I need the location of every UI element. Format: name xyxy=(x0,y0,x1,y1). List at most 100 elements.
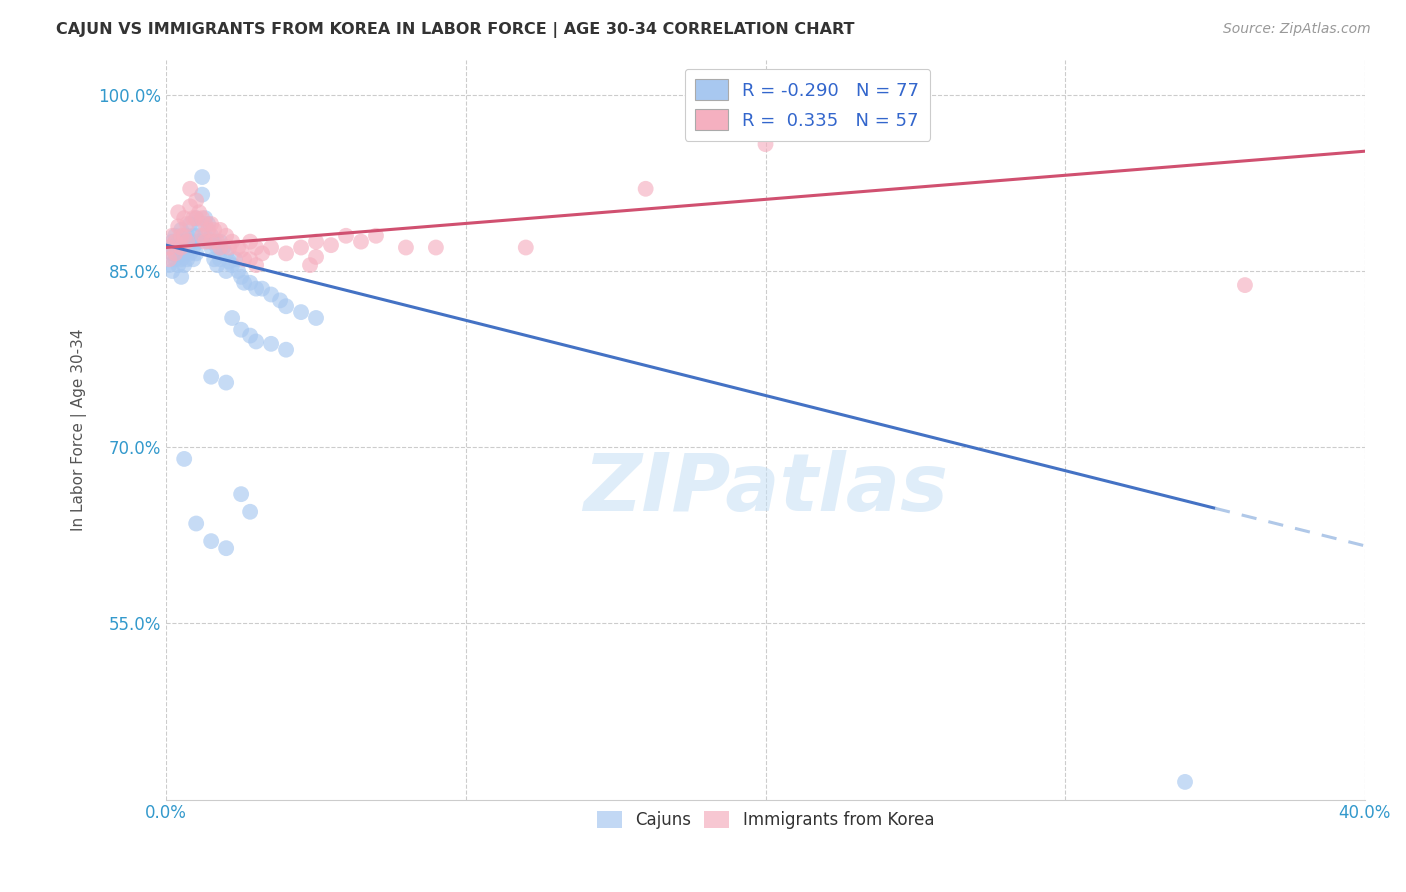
Point xyxy=(260,287,283,301)
Point xyxy=(197,217,219,231)
Point xyxy=(229,323,252,337)
Point xyxy=(245,258,267,272)
Point xyxy=(173,246,195,260)
Point xyxy=(167,246,190,260)
Point xyxy=(205,235,228,249)
Point xyxy=(305,310,328,325)
Point xyxy=(160,264,183,278)
Point xyxy=(176,217,198,231)
Point xyxy=(179,199,201,213)
Point xyxy=(274,343,297,357)
Point xyxy=(173,258,195,272)
Point xyxy=(364,228,387,243)
Point xyxy=(215,376,238,390)
Point xyxy=(1233,278,1256,293)
Point xyxy=(167,205,190,219)
Point xyxy=(274,246,297,260)
Point xyxy=(186,194,208,208)
Point xyxy=(229,487,252,501)
Point xyxy=(224,252,246,267)
Point xyxy=(233,276,256,290)
Point xyxy=(194,217,217,231)
Point xyxy=(191,211,214,226)
Text: CAJUN VS IMMIGRANTS FROM KOREA IN LABOR FORCE | AGE 30-34 CORRELATION CHART: CAJUN VS IMMIGRANTS FROM KOREA IN LABOR … xyxy=(56,22,855,38)
Point xyxy=(186,516,208,531)
Point xyxy=(157,258,180,272)
Point xyxy=(181,228,204,243)
Point xyxy=(186,211,208,226)
Point xyxy=(226,264,249,278)
Point xyxy=(212,240,235,254)
Point xyxy=(250,246,273,260)
Point xyxy=(167,258,190,272)
Legend: Cajuns, Immigrants from Korea: Cajuns, Immigrants from Korea xyxy=(591,804,941,836)
Point xyxy=(157,240,180,254)
Point xyxy=(194,235,217,249)
Point xyxy=(425,240,447,254)
Point xyxy=(191,228,214,243)
Point xyxy=(754,137,776,152)
Point xyxy=(239,252,262,267)
Point xyxy=(160,235,183,249)
Point xyxy=(515,240,537,254)
Point xyxy=(200,534,222,549)
Point xyxy=(173,211,195,226)
Point xyxy=(170,240,193,254)
Point xyxy=(165,252,187,267)
Point xyxy=(221,310,243,325)
Point xyxy=(176,240,198,254)
Point xyxy=(173,451,195,466)
Point xyxy=(233,252,256,267)
Point xyxy=(245,282,267,296)
Point xyxy=(186,228,208,243)
Point xyxy=(170,269,193,284)
Point xyxy=(194,211,217,226)
Point xyxy=(215,264,238,278)
Point xyxy=(218,240,240,254)
Point xyxy=(1174,775,1197,789)
Text: Source: ZipAtlas.com: Source: ZipAtlas.com xyxy=(1223,22,1371,37)
Point xyxy=(305,235,328,249)
Point xyxy=(221,235,243,249)
Point xyxy=(179,217,201,231)
Point xyxy=(186,211,208,226)
Point xyxy=(165,246,187,260)
Point xyxy=(350,235,373,249)
Point xyxy=(202,252,225,267)
Text: ZIPatlas: ZIPatlas xyxy=(583,450,948,528)
Point xyxy=(200,235,222,249)
Point xyxy=(188,205,211,219)
Point xyxy=(335,228,357,243)
Point xyxy=(176,228,198,243)
Point xyxy=(191,187,214,202)
Point xyxy=(215,541,238,556)
Point xyxy=(215,228,238,243)
Point xyxy=(239,235,262,249)
Point xyxy=(167,219,190,234)
Point xyxy=(260,240,283,254)
Point xyxy=(395,240,418,254)
Point xyxy=(176,252,198,267)
Point xyxy=(167,235,190,249)
Point xyxy=(239,328,262,343)
Point xyxy=(305,250,328,264)
Point xyxy=(205,258,228,272)
Point xyxy=(205,240,228,254)
Point xyxy=(202,235,225,249)
Point xyxy=(165,235,187,249)
Point xyxy=(215,246,238,260)
Point xyxy=(226,240,249,254)
Point xyxy=(165,228,187,243)
Point xyxy=(229,243,252,257)
Point xyxy=(160,228,183,243)
Point xyxy=(260,336,283,351)
Point xyxy=(160,246,183,260)
Point xyxy=(181,211,204,226)
Point xyxy=(200,369,222,384)
Point xyxy=(186,246,208,260)
Point xyxy=(179,246,201,260)
Point xyxy=(170,228,193,243)
Point xyxy=(221,258,243,272)
Point xyxy=(200,240,222,254)
Point xyxy=(290,240,312,254)
